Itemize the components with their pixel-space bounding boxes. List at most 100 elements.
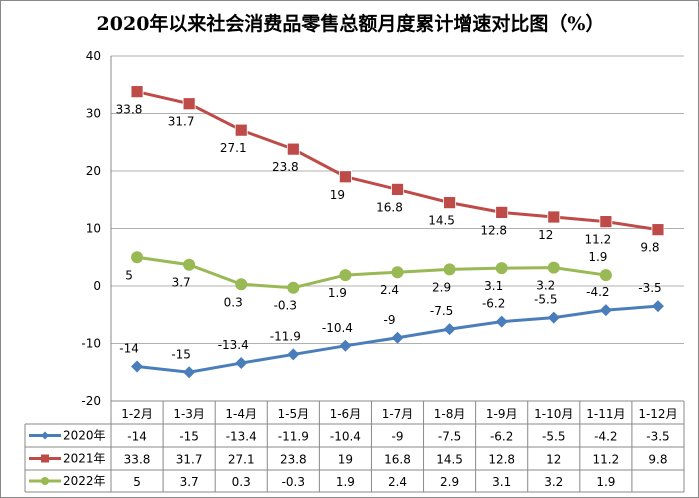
data-point: [599, 269, 612, 282]
data-label: 1.9: [328, 286, 347, 300]
table-cell: 5: [133, 475, 141, 489]
data-label: 9.8: [640, 241, 659, 255]
data-point: [287, 281, 300, 294]
y-tick-label: 10: [86, 222, 101, 236]
x-tick-label: 1-12月: [638, 407, 677, 421]
data-point: [443, 263, 456, 276]
data-label: 1.9: [588, 250, 607, 264]
table-cell: 2.9: [440, 475, 459, 489]
x-tick-label: 1-3月: [173, 407, 205, 421]
data-point: [182, 97, 196, 111]
x-tick-label: 1-8月: [434, 407, 466, 421]
y-tick-label: -20: [81, 394, 101, 408]
data-label: 12: [538, 228, 553, 242]
table-cell: -6.2: [490, 430, 513, 444]
data-label: 3.1: [484, 279, 503, 293]
data-point: [235, 278, 248, 291]
table-cell: 12.8: [488, 453, 515, 467]
data-point: [339, 170, 352, 184]
data-point: [183, 366, 196, 379]
data-label: 11.2: [585, 233, 612, 247]
data-label: 33.8: [116, 103, 143, 117]
table-cell: 14.5: [436, 453, 463, 467]
x-tick-label: 1-6月: [330, 407, 362, 421]
data-label: -10.4: [322, 321, 353, 335]
data-label: -3.5: [638, 281, 661, 295]
y-tick-label: -10: [81, 337, 101, 351]
data-label: 27.1: [220, 141, 247, 155]
x-tick-label: 1-9月: [486, 407, 518, 421]
data-point: [651, 223, 665, 237]
data-point: [443, 323, 456, 336]
legend-label: 2022年: [63, 474, 106, 488]
table-cell: -15: [179, 430, 199, 444]
data-point: [443, 196, 456, 210]
table-cell: -3.5: [646, 430, 669, 444]
table-cell: 31.7: [176, 453, 203, 467]
data-point: [287, 348, 300, 361]
table-cell: 3.1: [492, 475, 511, 489]
legend-marker-icon: [41, 431, 49, 440]
table-cell: 9.8: [648, 453, 667, 467]
data-point: [286, 142, 300, 156]
data-point: [651, 300, 664, 313]
data-point: [339, 269, 352, 282]
data-label: -0.3: [274, 299, 297, 313]
data-label: -9: [384, 313, 396, 327]
y-tick-label: 20: [86, 164, 101, 178]
data-point: [547, 261, 560, 274]
data-label: -14: [119, 342, 139, 356]
data-label: 2.4: [380, 283, 399, 297]
table-cell: 27.1: [228, 453, 255, 467]
data-label: -13.4: [218, 338, 249, 352]
data-label: 3.2: [536, 279, 555, 293]
data-point: [599, 304, 612, 317]
table-cell: -0.3: [282, 475, 305, 489]
legend-label: 2020年: [63, 429, 106, 443]
data-label: -6.2: [482, 297, 505, 311]
data-label: 0.3: [224, 295, 243, 309]
data-label: 2.9: [432, 280, 451, 294]
x-tick-label: 1-11月: [586, 407, 625, 421]
table-cell: -9: [392, 430, 404, 444]
data-label: 5: [125, 268, 133, 282]
data-point: [599, 215, 613, 229]
chart-title: 2020年以来社会消费品零售总额月度累计增速对比图（%）: [96, 13, 605, 35]
legend-marker-icon: [41, 477, 49, 485]
x-tick-label: 1-4月: [225, 407, 257, 421]
table-cell: -7.5: [438, 430, 461, 444]
table-cell: 19: [338, 453, 353, 467]
table-cell: -4.2: [594, 430, 617, 444]
table-cell: 12: [546, 453, 561, 467]
table-cell: 33.8: [124, 453, 151, 467]
data-point: [495, 315, 508, 328]
data-label: -4.2: [586, 285, 609, 299]
data-label: 3.7: [172, 276, 191, 290]
table-cell: 23.8: [280, 453, 307, 467]
y-tick-label: 40: [86, 49, 101, 63]
data-point: [547, 311, 560, 324]
series-line: [136, 255, 607, 290]
data-point: [183, 258, 196, 271]
data-point: [131, 251, 144, 264]
table-cell: -10.4: [330, 430, 361, 444]
y-tick-label: 30: [86, 107, 101, 121]
table-cell: -14: [127, 430, 147, 444]
data-label: -15: [171, 347, 191, 361]
table-cell: 0.3: [232, 475, 251, 489]
table-cell: 2.4: [388, 475, 407, 489]
table-cell: 3.2: [544, 475, 563, 489]
data-label: 14.5: [428, 214, 455, 228]
x-tick-label: 1-5月: [278, 407, 310, 421]
x-tick-label: 1-7月: [382, 407, 414, 421]
x-tick-label: 1-2月: [121, 407, 153, 421]
data-point: [235, 357, 248, 370]
table-cell: -5.5: [542, 430, 565, 444]
table-cell: 16.8: [384, 453, 411, 467]
table-cell: 1.9: [596, 475, 615, 489]
legend-marker-icon: [41, 454, 49, 463]
table-cell: 11.2: [593, 453, 620, 467]
data-label: -11.9: [270, 329, 301, 343]
